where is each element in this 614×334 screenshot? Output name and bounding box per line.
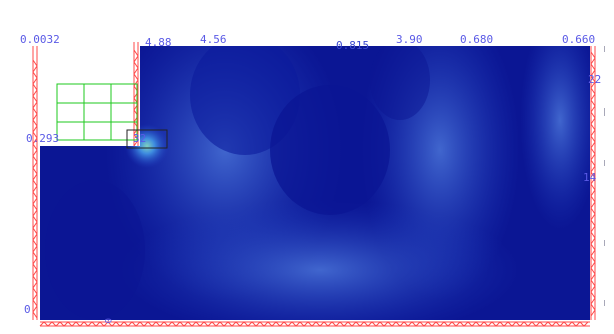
support-constraints <box>32 42 596 327</box>
label-top-e: 0.680 <box>460 33 494 46</box>
right-ruler <box>604 46 605 306</box>
stress-hotspot <box>125 124 169 168</box>
label-top-a: 4.88 <box>145 36 172 49</box>
label-corner: 32 <box>133 132 147 145</box>
stress-field <box>45 46 590 320</box>
label-top-c: 0.815 <box>336 39 370 52</box>
label-right-2: 14 <box>583 171 597 184</box>
label-bottom-axis: 0 <box>102 318 112 324</box>
grid-overlay <box>56 83 138 141</box>
label-left-mid: 0.293 <box>26 132 60 145</box>
selection-box[interactable] <box>126 129 168 149</box>
label-bottom-left: 0 <box>24 303 31 316</box>
label-top-right: 0.660 <box>562 33 596 46</box>
label-top-b: 4.56 <box>200 33 227 46</box>
label-top-d: 3.90 <box>396 33 423 46</box>
label-top-left: 0.0032 <box>20 33 60 46</box>
label-right-1: 22 <box>588 73 602 86</box>
